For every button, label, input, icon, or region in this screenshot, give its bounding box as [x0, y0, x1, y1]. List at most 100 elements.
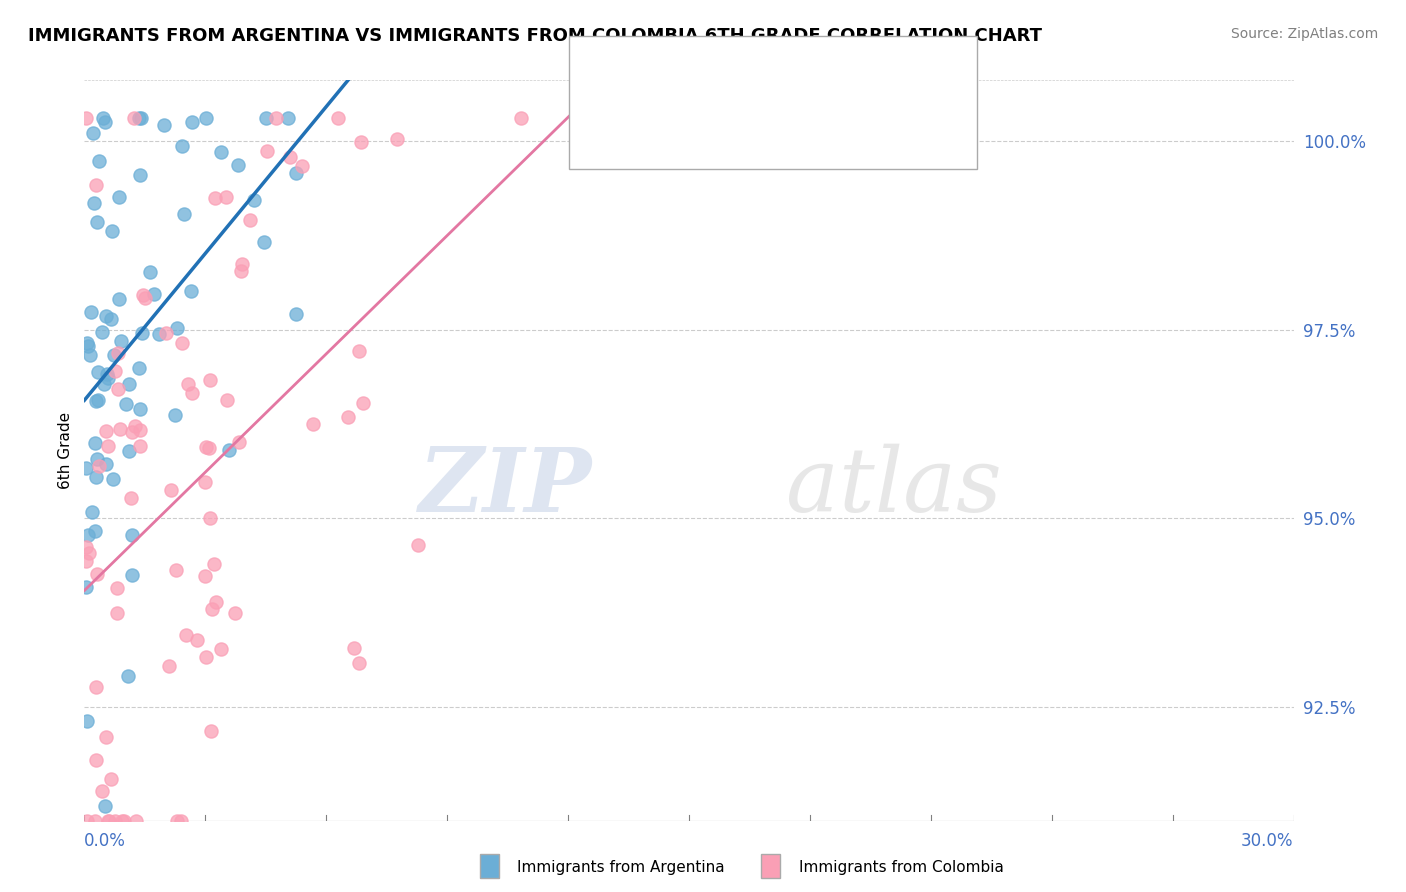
- Point: [155, 326, 177, 340]
- Text: Source: ZipAtlas.com: Source: ZipAtlas.com: [1230, 27, 1378, 41]
- Point: [163, 409, 186, 423]
- Text: Immigrants from Argentina: Immigrants from Argentina: [517, 861, 725, 875]
- Point: [264, 111, 287, 125]
- Point: [510, 111, 533, 125]
- Point: [76, 814, 98, 828]
- Point: [337, 409, 360, 424]
- Point: [91, 325, 114, 339]
- Point: [148, 327, 170, 342]
- Point: [94, 114, 117, 128]
- Point: [204, 191, 226, 205]
- Point: [160, 483, 183, 497]
- Point: [172, 336, 194, 351]
- Point: [98, 814, 121, 828]
- Point: [94, 424, 117, 438]
- Point: [101, 224, 124, 238]
- Point: [107, 346, 129, 360]
- Point: [121, 528, 143, 542]
- Point: [128, 439, 150, 453]
- Point: [87, 153, 110, 168]
- Point: [291, 159, 314, 173]
- Point: [194, 569, 217, 583]
- Point: [84, 680, 107, 694]
- Point: [177, 376, 200, 391]
- Point: [112, 814, 135, 828]
- Point: [86, 393, 108, 408]
- Point: [352, 396, 374, 410]
- Point: [285, 306, 308, 320]
- Point: [132, 287, 155, 301]
- Point: [194, 650, 217, 665]
- Point: [96, 367, 118, 381]
- Point: [215, 190, 238, 204]
- Point: [125, 814, 148, 828]
- Point: [201, 601, 224, 615]
- Point: [86, 566, 108, 581]
- Point: [87, 458, 110, 473]
- Point: [194, 111, 217, 125]
- Point: [100, 772, 122, 787]
- Point: [86, 215, 108, 229]
- Point: [173, 207, 195, 221]
- Point: [76, 714, 98, 728]
- Point: [228, 158, 250, 172]
- Point: [97, 370, 120, 384]
- Point: [186, 633, 208, 648]
- Point: [107, 383, 129, 397]
- Point: [76, 461, 98, 475]
- Point: [83, 436, 105, 450]
- Point: [209, 145, 232, 159]
- Point: [103, 348, 125, 362]
- Point: [202, 557, 225, 571]
- Text: R = 0.355: R = 0.355: [637, 115, 720, 133]
- Point: [143, 287, 166, 301]
- Point: [82, 127, 104, 141]
- Point: [128, 360, 150, 375]
- Point: [96, 439, 118, 453]
- Point: [75, 111, 97, 125]
- Point: [198, 511, 221, 525]
- Point: [124, 419, 146, 434]
- Point: [86, 394, 108, 409]
- Point: [194, 440, 217, 454]
- Point: [104, 814, 127, 828]
- Point: [93, 377, 115, 392]
- Point: [166, 814, 188, 828]
- Point: [87, 365, 110, 379]
- Point: [129, 111, 152, 125]
- Text: N = 82: N = 82: [773, 115, 835, 133]
- Point: [105, 606, 128, 620]
- Point: [342, 641, 364, 656]
- Point: [108, 190, 131, 204]
- Point: [86, 451, 108, 466]
- Point: [181, 115, 204, 129]
- Point: [349, 656, 371, 670]
- Point: [194, 475, 217, 490]
- Point: [83, 524, 105, 539]
- Point: [302, 417, 325, 431]
- Point: [128, 168, 150, 182]
- Point: [79, 305, 101, 319]
- Point: [165, 563, 187, 577]
- Point: [82, 505, 104, 519]
- Text: Immigrants from Colombia: Immigrants from Colombia: [799, 861, 1004, 875]
- Point: [110, 334, 132, 348]
- Point: [256, 144, 278, 158]
- Point: [254, 111, 277, 125]
- Point: [75, 580, 97, 594]
- Text: atlas: atlas: [786, 444, 1001, 531]
- Point: [118, 444, 141, 458]
- Point: [77, 527, 100, 541]
- Point: [131, 326, 153, 341]
- Point: [157, 659, 180, 673]
- Point: [94, 730, 117, 744]
- Point: [350, 135, 373, 149]
- Point: [326, 111, 349, 125]
- Point: [77, 339, 100, 353]
- Point: [117, 669, 139, 683]
- Point: [107, 292, 129, 306]
- Point: [253, 235, 276, 249]
- Point: [84, 814, 107, 828]
- Text: IMMIGRANTS FROM ARGENTINA VS IMMIGRANTS FROM COLOMBIA 6TH GRADE CORRELATION CHAR: IMMIGRANTS FROM ARGENTINA VS IMMIGRANTS …: [28, 27, 1042, 45]
- Y-axis label: 6th Grade: 6th Grade: [58, 412, 73, 489]
